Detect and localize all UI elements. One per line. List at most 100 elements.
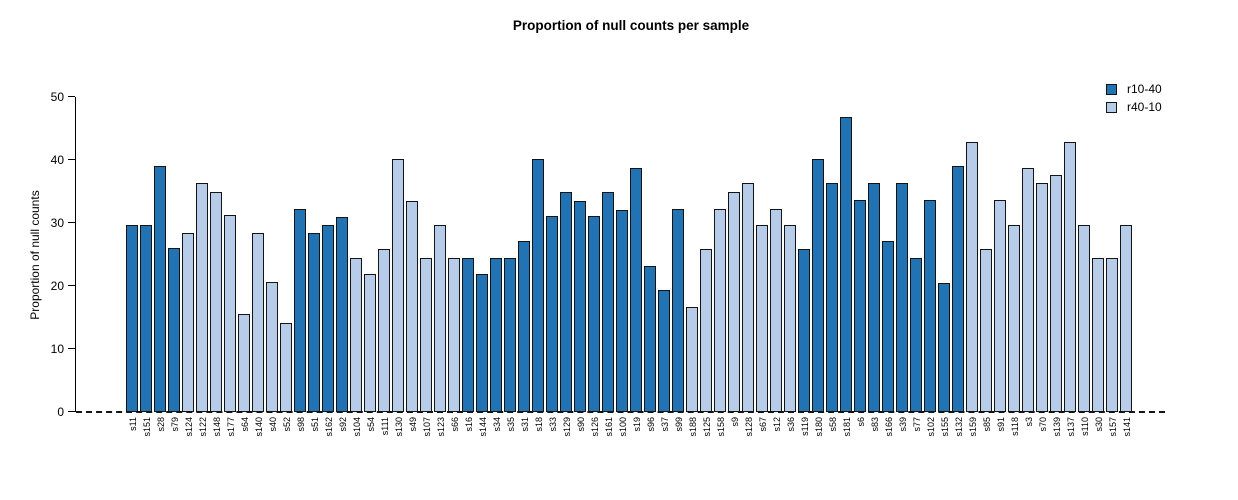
x-axis-tick-label: s128 bbox=[743, 417, 754, 437]
plot-area bbox=[68, 96, 1165, 413]
x-axis-tick-label: s151 bbox=[141, 417, 152, 437]
x-axis-tick-label: s79 bbox=[169, 417, 180, 432]
x-axis-tick-label: s180 bbox=[813, 417, 824, 437]
bar-s6 bbox=[854, 199, 866, 412]
x-axis-tick-label: s39 bbox=[897, 417, 908, 432]
bar-s91 bbox=[994, 199, 1006, 412]
bar-s162 bbox=[322, 224, 334, 412]
x-axis-tick-label: s40 bbox=[267, 417, 278, 432]
bar-s132 bbox=[952, 166, 964, 412]
bar-s128 bbox=[742, 182, 754, 412]
bar-s123 bbox=[434, 224, 446, 412]
x-axis-tick-label: s19 bbox=[631, 417, 642, 432]
bar-s159 bbox=[966, 142, 978, 412]
x-axis-tick-label: s148 bbox=[211, 417, 222, 437]
x-axis-tick-label: s30 bbox=[1093, 417, 1104, 432]
bar-s31 bbox=[518, 240, 530, 412]
x-axis-tick-label: s92 bbox=[337, 417, 348, 432]
x-axis-tick-label: s141 bbox=[1121, 417, 1132, 437]
x-axis-tick-label: s111 bbox=[379, 417, 390, 436]
bar-s161 bbox=[602, 191, 614, 412]
x-axis-tick-label: s159 bbox=[967, 417, 978, 437]
bar-s11 bbox=[126, 224, 138, 412]
y-axis-tick bbox=[68, 348, 75, 349]
bar-s67 bbox=[756, 224, 768, 412]
bar-s119 bbox=[798, 248, 810, 412]
x-axis-tick-label: s166 bbox=[883, 417, 894, 437]
y-axis-tick-label: 40 bbox=[50, 153, 64, 167]
bar-s177 bbox=[224, 215, 236, 412]
x-axis-tick-label: s158 bbox=[715, 417, 726, 437]
bar-s139 bbox=[1050, 174, 1062, 412]
y-axis-tick-label: 0 bbox=[57, 405, 64, 419]
x-axis-tick-label: s3 bbox=[1023, 417, 1034, 427]
x-axis-tick-label: s122 bbox=[197, 417, 208, 437]
x-axis-tick-label: s90 bbox=[575, 417, 586, 432]
x-axis-tick-label: s155 bbox=[939, 417, 950, 437]
bar-s36 bbox=[784, 224, 796, 412]
x-axis-tick-label: s66 bbox=[449, 417, 460, 432]
x-axis-tick-label: s54 bbox=[365, 417, 376, 432]
bar-s92 bbox=[336, 216, 348, 412]
bar-s100 bbox=[616, 210, 628, 412]
bar-s158 bbox=[714, 208, 726, 412]
bar-s107 bbox=[420, 258, 432, 412]
x-axis-tick-label: s85 bbox=[981, 417, 992, 432]
x-axis-tick-label: s28 bbox=[155, 417, 166, 432]
bar-s118 bbox=[1008, 224, 1020, 412]
chart-title: Proportion of null counts per sample bbox=[512, 18, 750, 33]
x-axis-tick-label: s64 bbox=[239, 417, 250, 432]
y-axis-tick-label: 10 bbox=[50, 342, 64, 356]
zero-baseline bbox=[76, 411, 1165, 413]
y-axis-tick bbox=[68, 285, 75, 286]
y-axis-tick-label: 20 bbox=[50, 279, 64, 293]
bar-s104 bbox=[350, 258, 362, 412]
x-axis-tick-label: s18 bbox=[533, 417, 544, 432]
bar-s96 bbox=[644, 265, 656, 412]
x-axis-tick-label: s16 bbox=[463, 417, 474, 432]
x-axis-tick-label: s11 bbox=[127, 417, 138, 431]
x-axis-tick-label: s49 bbox=[407, 417, 418, 432]
bar-s28 bbox=[154, 166, 166, 412]
bar-s137 bbox=[1064, 142, 1076, 412]
bar-s51 bbox=[308, 233, 320, 412]
bar-s151 bbox=[140, 224, 152, 412]
bar-s102 bbox=[924, 199, 936, 412]
bar-s12 bbox=[770, 208, 782, 412]
bar-s83 bbox=[868, 182, 880, 412]
x-axis-tick-label: s91 bbox=[995, 417, 1006, 432]
x-axis-tick-label: s34 bbox=[491, 417, 502, 432]
x-axis-tick-label: s100 bbox=[617, 417, 628, 437]
x-axis-tick-label: s9 bbox=[729, 417, 740, 427]
x-axis-tick-label: s177 bbox=[225, 417, 236, 437]
bar-s49 bbox=[406, 200, 418, 412]
bar-s39 bbox=[896, 182, 908, 412]
x-axis-tick-label: s119 bbox=[799, 417, 810, 436]
bar-s125 bbox=[700, 248, 712, 412]
x-axis-tick-label: s157 bbox=[1107, 417, 1118, 437]
x-axis-tick-label: s181 bbox=[841, 417, 852, 437]
y-axis-title: Proportion of null counts bbox=[28, 190, 42, 320]
x-axis-tick-label: s35 bbox=[505, 417, 516, 432]
bar-s18 bbox=[532, 159, 544, 412]
legend: r10-40 r40-10 bbox=[1106, 80, 1162, 116]
x-axis-tick-label: s52 bbox=[281, 417, 292, 432]
x-axis-tick-label: s6 bbox=[855, 417, 866, 427]
x-axis-tick-label: s102 bbox=[925, 417, 936, 437]
x-axis-tick-label: s139 bbox=[1051, 417, 1062, 437]
bar-s64 bbox=[238, 314, 250, 412]
bar-s122 bbox=[196, 182, 208, 412]
x-axis-tick-label: s132 bbox=[953, 417, 964, 437]
y-axis-line bbox=[75, 97, 76, 412]
x-axis-tick-label: s188 bbox=[687, 417, 698, 437]
bar-s124 bbox=[182, 233, 194, 412]
bar-s37 bbox=[658, 290, 670, 412]
y-axis-tick-label: 30 bbox=[50, 216, 64, 230]
legend-label: r10-40 bbox=[1127, 82, 1162, 96]
legend-label: r40-10 bbox=[1127, 100, 1162, 114]
bar-s34 bbox=[490, 258, 502, 412]
bar-s19 bbox=[630, 167, 642, 412]
x-axis-tick-label: s98 bbox=[295, 417, 306, 432]
bar-s52 bbox=[280, 323, 292, 412]
